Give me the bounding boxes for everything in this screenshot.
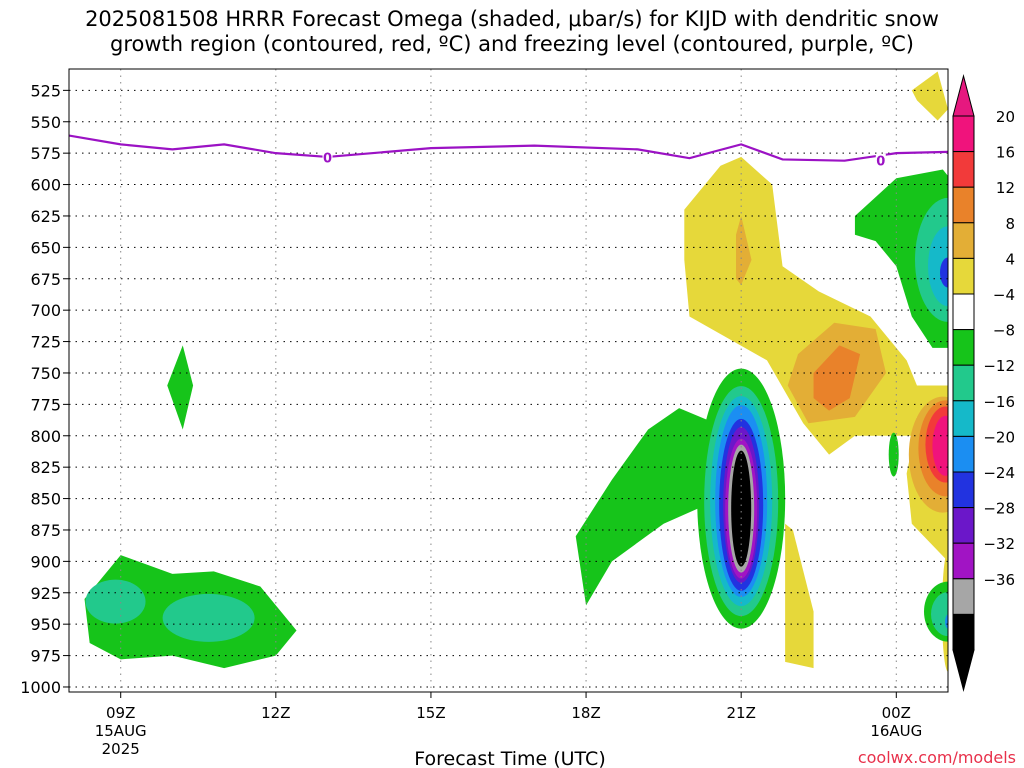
ytick-label-975: 975: [30, 647, 61, 666]
omega-region-orange-block: [813, 345, 861, 411]
xtick-label-18Z: 18Z: [571, 704, 600, 722]
colorbar-swatch-6: [952, 293, 975, 331]
omega-core-black: [731, 450, 752, 567]
omega-region-green-mid: [575, 408, 721, 606]
ytick-label-525: 525: [30, 81, 61, 100]
omega-region-yellow-top: [911, 71, 948, 121]
freezing-level-label-bg-1: [322, 150, 333, 164]
xtick-date-09Z: 15AUG: [95, 722, 147, 740]
colorbar-label-6: −4: [993, 286, 1015, 304]
site-credit: coolwx.com/models: [858, 748, 1016, 767]
plot-frame: [68, 68, 949, 693]
xtick-label-00Z: 00Z: [882, 704, 911, 722]
colorbar-label-1: 20: [996, 108, 1015, 126]
colorbar-swatch-8: [952, 364, 975, 402]
ytick-label-750: 750: [30, 364, 61, 383]
ytick-label-650: 650: [30, 238, 61, 257]
colorbar-label-10: −20: [983, 428, 1015, 446]
omega-region-pink-right: [932, 415, 948, 476]
ytick-label-550: 550: [30, 113, 61, 132]
omega-region-gold-spike: [736, 215, 752, 286]
omega-region-cyan-upper-right: [928, 226, 948, 307]
colorbar-label-4: 8: [1005, 215, 1015, 233]
xtick-date-00Z: 16AUG: [870, 722, 922, 740]
chart-title-line-2: growth region (contoured, red, ºC) and f…: [110, 32, 914, 56]
colorbar-label-7: −8: [993, 322, 1015, 340]
colorbar-swatch-3: [952, 186, 975, 224]
omega-shaded-regions: [84, 71, 948, 672]
omega-region-teal-lowright: [931, 592, 948, 637]
ytick-label-850: 850: [30, 490, 61, 509]
ytick-label-575: 575: [30, 144, 61, 163]
colorbar-swatch-10: [952, 435, 975, 473]
colorbar-bottom-arrow: [952, 649, 975, 692]
colorbar-swatch-14: [952, 578, 975, 615]
freezing-level-label-2: 0: [876, 155, 885, 170]
freezing-level-label-bg-2: [875, 153, 886, 167]
colorbar-label-9: −16: [983, 393, 1015, 411]
colorbar-label-11: −24: [983, 464, 1015, 482]
colorbar-swatch-1: [952, 115, 975, 153]
colorbar-label-2: 16: [996, 144, 1015, 162]
xtick-year-09Z: 2025: [102, 740, 140, 758]
colorbar-swatch-4: [952, 222, 975, 259]
ytick-label-900: 900: [30, 552, 61, 571]
chart-title-line-1: 2025081508 HRRR Forecast Omega (shaded, …: [85, 7, 939, 31]
xtick-label-21Z: 21Z: [726, 704, 755, 722]
colorbar-swatch-5: [952, 257, 975, 295]
ytick-label-675: 675: [30, 270, 61, 289]
ytick-label-775: 775: [30, 395, 61, 414]
colorbar-label-8: −12: [983, 357, 1015, 375]
colorbar-swatch-7: [952, 329, 975, 366]
xtick-label-09Z: 09Z: [106, 704, 135, 722]
omega-region-teal-lowleft-2: [162, 593, 255, 642]
ytick-label-1000: 1000: [20, 678, 61, 697]
colorbar-swatch-9: [952, 400, 975, 437]
ytick-label-600: 600: [30, 176, 61, 195]
colorbar-legend: 20 16 12 8 4 −4 −8 −12 −16 −20 −24 −28 −32 −36: [952, 74, 1015, 692]
ytick-label-725: 725: [30, 333, 61, 352]
ytick-label-700: 700: [30, 301, 61, 320]
ytick-label-875: 875: [30, 521, 61, 540]
colorbar-swatch-11: [952, 471, 975, 509]
colorbar-swatch-13: [952, 542, 975, 580]
colorbar-label-12: −28: [983, 500, 1015, 518]
ytick-label-825: 825: [30, 458, 61, 477]
omega-region-green-sliver: [167, 345, 194, 430]
omega-region-teal-lowleft-1: [85, 579, 146, 624]
colorbar-swatch-12: [952, 507, 975, 544]
colorbar-swatch-2: [952, 151, 975, 188]
ytick-label-950: 950: [30, 615, 61, 634]
omega-region-blue-upper-right: [940, 257, 948, 288]
colorbar-label-3: 12: [996, 179, 1015, 197]
xtick-label-15Z: 15Z: [416, 704, 445, 722]
freezing-level-label-1: 0: [323, 152, 332, 167]
colorbar-top-arrow: [952, 74, 975, 117]
colorbar-label-14: −36: [983, 571, 1015, 589]
colorbar-label-5: 4: [1005, 250, 1015, 268]
ytick-label-625: 625: [30, 207, 61, 226]
ytick-label-925: 925: [30, 584, 61, 603]
colorbar-label-13: −32: [983, 535, 1015, 553]
y-axis: 525 550 575 600 625 650 675 700 725 750 775 800 825 8…: [20, 81, 69, 697]
ytick-label-800: 800: [30, 427, 61, 446]
freezing-level-line: [69, 134, 948, 162]
xtick-label-12Z: 12Z: [261, 704, 290, 722]
omega-region-blue-lowright: [945, 614, 948, 629]
x-axis-label: Forecast Time (UTC): [414, 748, 605, 768]
omega-region-green-sliver-right: [888, 432, 899, 477]
omega-region-yellow-lower: [785, 523, 814, 669]
colorbar-swatch-15: [952, 613, 975, 651]
